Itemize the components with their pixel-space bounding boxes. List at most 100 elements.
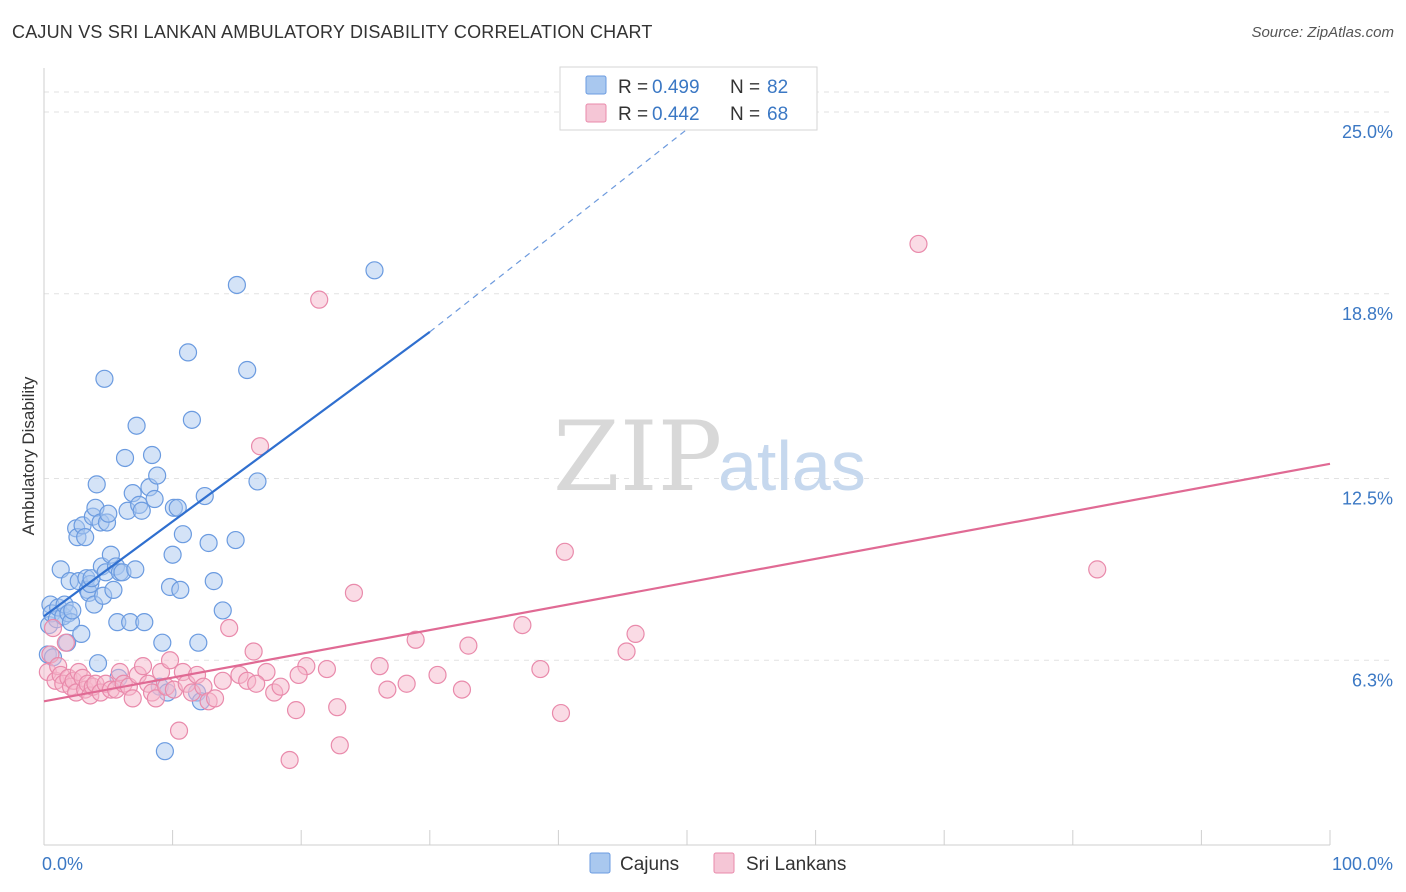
cajun-point-75	[226, 530, 245, 550]
series-legend-swatch-srilankan	[713, 852, 735, 874]
y-tick-label-1: 12.5%	[1342, 488, 1393, 508]
srilankan-point-43	[205, 689, 225, 708]
cajun-point-29	[87, 475, 106, 494]
x-tick-label-min: 0.0%	[42, 854, 83, 874]
srilankan-point-67	[531, 659, 550, 679]
srilankan-point-49	[250, 437, 270, 456]
legend-cajun-r-label: R =	[618, 77, 648, 98]
srilankan-point-58	[330, 736, 349, 755]
cajun-point-73	[199, 533, 218, 553]
srilankan-point-73	[1088, 560, 1107, 579]
cajun-point-49	[127, 416, 146, 435]
series-legend-label-cajun: Cajuns	[620, 854, 679, 875]
legend-cajun-n-label: N =	[730, 77, 760, 98]
cajun-point-76	[227, 275, 246, 295]
cajun-point-54	[142, 445, 162, 465]
y-axis-label: Ambulatory Disability	[19, 376, 38, 535]
srilankan-point-68	[551, 703, 571, 723]
source-label: Source: ZipAtlas.com	[1251, 24, 1394, 41]
legend-srilankan-r-label: R =	[618, 104, 648, 125]
srilankan-point-34	[160, 651, 180, 670]
srilankan-point-48	[244, 642, 263, 661]
y-tick-labels: 6.3% 12.5% 18.8% 25.0%	[1342, 122, 1393, 690]
cajun-point-64	[168, 498, 187, 517]
srilankan-point-62	[397, 674, 416, 693]
chart-title: CAJUN VS SRI LANKAN AMBULATORY DISABILIT…	[12, 22, 653, 42]
cajun-point-59	[155, 742, 174, 761]
series-legend: Cajuns Sri Lankans	[589, 852, 846, 875]
stats-legend: R = 0.499 N = 82 R = 0.442 N = 68	[559, 66, 818, 131]
cajun-point-55	[145, 489, 164, 509]
srilankan-point-64	[428, 665, 447, 685]
series-legend-label-srilankan: Sri Lankans	[746, 854, 846, 875]
cajun-point-62	[163, 545, 182, 564]
srilankan-point-54	[286, 701, 306, 720]
cajun-point-39	[104, 580, 123, 600]
cajun-point-66	[173, 525, 192, 544]
srilankan-point-69	[555, 542, 574, 561]
trendlines	[43, 108, 1331, 703]
srilankan-point-72	[909, 234, 928, 254]
cajun-trendline	[43, 331, 431, 618]
srilankan-point-71	[626, 624, 645, 643]
cajun-point-45	[115, 448, 135, 468]
srilankan-point-31	[146, 689, 165, 708]
cajun-point-81	[126, 560, 145, 579]
cajun-point-65	[171, 580, 190, 600]
srilankan-point-7	[56, 633, 75, 652]
cajun-point-18	[72, 624, 91, 643]
srilankan-point-65	[459, 636, 478, 655]
srilankan-point-70	[617, 642, 636, 661]
cajun-point-58	[153, 633, 172, 652]
cajun-point-30	[88, 654, 108, 673]
srilankan-point-36	[169, 721, 189, 740]
srilankan-point-28	[133, 657, 153, 676]
cajun-point-37	[99, 504, 118, 523]
srilankan-trendline	[43, 462, 1331, 703]
series-legend-swatch-cajun	[589, 852, 611, 874]
srilankan-point-45	[220, 618, 239, 638]
cajun-trendline-extension	[429, 108, 714, 333]
y-tick-label-2: 18.8%	[1342, 304, 1393, 324]
cajun-point-80	[213, 601, 232, 620]
cajun-point-56	[148, 466, 167, 485]
cajun-point-14	[63, 601, 82, 620]
srilankan-point-63	[406, 630, 425, 649]
cajun-point-67	[178, 343, 198, 362]
cajun-point-68	[182, 410, 201, 429]
cajun-point-79	[365, 261, 384, 280]
srilankan-point-26	[123, 689, 142, 708]
watermark-atlas: atlas	[718, 427, 866, 505]
legend-cajun-r-value: 0.499	[652, 77, 700, 98]
cajun-point-71	[189, 633, 208, 652]
cajun-point-20	[76, 528, 95, 547]
srilankan-point-2	[43, 618, 63, 638]
srilankan-point-61	[378, 680, 397, 699]
srilankan-point-52	[271, 677, 290, 696]
srilankan-point-76	[452, 680, 472, 699]
srilankan-point-75	[317, 659, 337, 679]
legend-swatch-srilankan	[585, 103, 607, 123]
cajun-point-78	[248, 472, 267, 491]
srilankan-point-56	[310, 290, 329, 309]
legend-srilankan-r-value: 0.442	[652, 104, 700, 125]
y-tick-label-0: 6.3%	[1352, 670, 1393, 690]
srilankan-point-74	[289, 665, 308, 685]
srilankan-point-57	[328, 698, 347, 717]
legend-srilankan-n-label: N =	[730, 104, 760, 125]
srilankan-point-59	[344, 583, 364, 602]
legend-srilankan-n-value: 68	[767, 104, 788, 125]
srilankan-point-53	[280, 750, 299, 770]
cajun-point-74	[204, 572, 223, 591]
cajun-point-51	[132, 501, 151, 520]
srilankan-point-44	[213, 671, 232, 690]
x-ticks	[43, 830, 1331, 845]
srilankan-point-66	[513, 615, 532, 635]
x-tick-label-max: 100.0%	[1332, 854, 1393, 874]
cajun-point-52	[135, 613, 154, 632]
y-tick-label-3: 25.0%	[1342, 122, 1393, 142]
srilankan-point-77	[247, 674, 266, 693]
legend-cajun-n-value: 82	[767, 77, 788, 98]
legend-swatch-cajun	[585, 75, 607, 95]
